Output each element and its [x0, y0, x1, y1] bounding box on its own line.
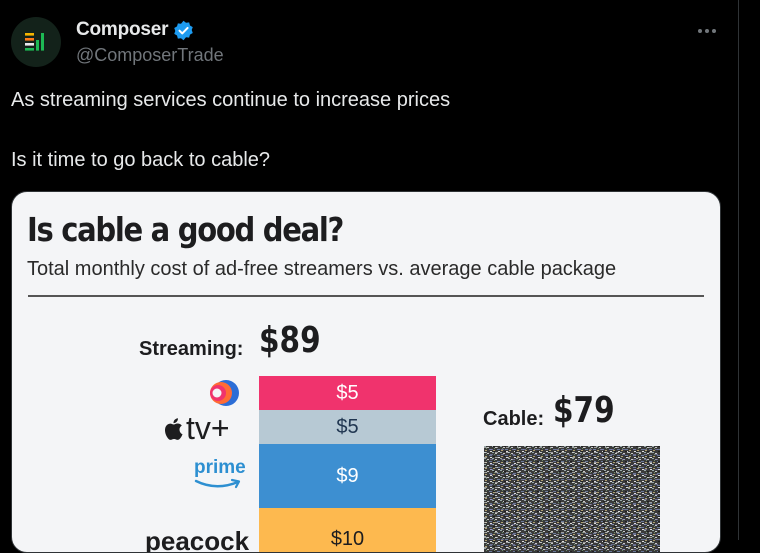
more-options-icon[interactable]	[694, 18, 720, 44]
timeline-divider	[738, 0, 739, 540]
tweet-image[interactable]: Is cable a good deal? Total monthly cost…	[11, 191, 721, 553]
bar-segment-peacock: $10	[259, 508, 436, 552]
prime-video-logo: prime	[194, 458, 246, 496]
chart-title: Is cable a good deal?	[27, 210, 344, 249]
apple-tv-plus-logo: tv+	[164, 410, 230, 447]
streaming-label: Streaming:	[139, 338, 244, 360]
prime-smile-icon	[194, 478, 241, 489]
chart-divider	[28, 295, 704, 297]
display-name[interactable]: Composer	[76, 19, 169, 40]
prime-logo-text: prime	[194, 457, 246, 478]
handle[interactable]: @ComposerTrade	[76, 45, 224, 65]
bar-segment-prime: $9	[259, 444, 436, 508]
avatar[interactable]	[11, 17, 61, 67]
tweet-text-line1: As streaming services continue to increa…	[11, 89, 451, 111]
apple-logo-icon	[164, 418, 183, 440]
tv-static-image	[484, 446, 660, 552]
tweet-text-line2: Is it time to go back to cable?	[11, 149, 271, 171]
discovery-plus-logo-icon	[210, 380, 239, 406]
cable-label: Cable:	[483, 408, 545, 430]
bar-segment-appletv: $5	[259, 410, 436, 444]
cable-total: $79	[553, 390, 615, 431]
bar-segment-discovery: $5	[259, 376, 436, 410]
streaming-total: $89	[259, 320, 321, 361]
apple-tv-plus-text: tv+	[186, 410, 230, 446]
chart-subtitle: Total monthly cost of ad-free streamers …	[27, 258, 617, 280]
composer-logo-icon	[25, 33, 44, 51]
verified-badge-icon[interactable]	[173, 20, 194, 41]
